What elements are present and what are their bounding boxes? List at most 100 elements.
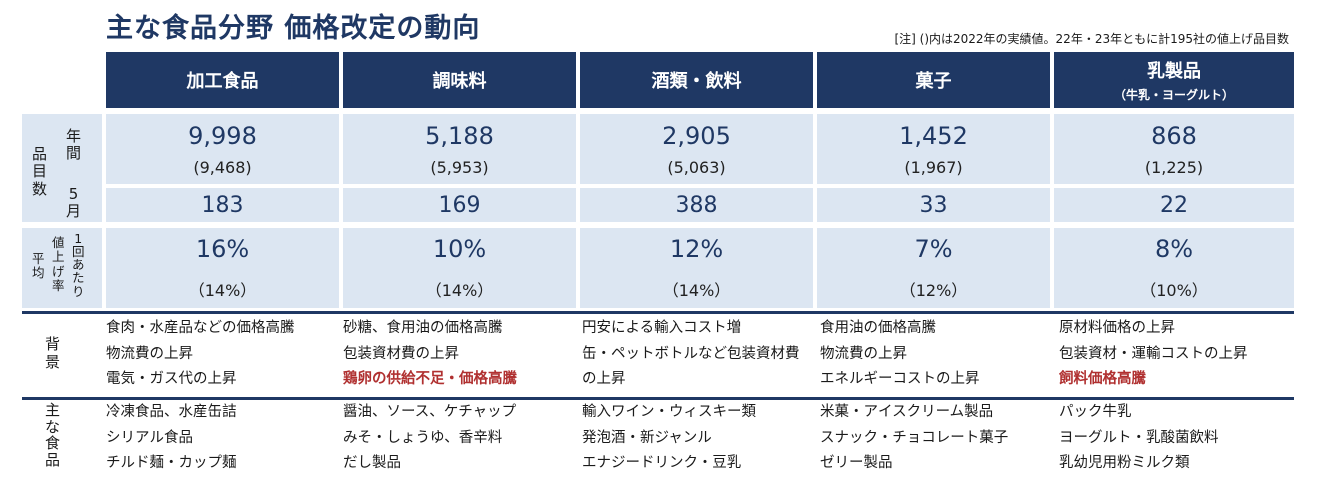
background-item-highlight: 鶏卵の供給不足・価格高騰 — [343, 371, 517, 387]
background-item: エネルギーコストの上昇 — [820, 371, 980, 387]
annual-cell: 5,188 (5,953) — [343, 114, 576, 184]
may-count: 22 — [1160, 192, 1188, 218]
annual-count-prev: (5,953) — [430, 157, 489, 177]
avg-rate: 12% — [669, 235, 724, 263]
rate-cell: 10% （14%） — [343, 228, 576, 308]
background-item: 原材料価格の上昇 — [1059, 320, 1175, 336]
foods-list: 輸入ワイン・ウィスキー類 発泡酒・新ジャンル エナジードリンク・豆乳 — [582, 400, 756, 477]
footnote: [注] ()内は2022年の実績値。22年・23年ともに計195社の値上げ品目数 — [894, 32, 1289, 46]
background-item: 電気・ガス代の上昇 — [106, 371, 237, 387]
avg-rate-prev: （14%） — [425, 281, 494, 300]
row-label-avg-rate: 平 均 値 上 げ 率 1 回 あ た り — [22, 228, 102, 308]
annual-count: 2,905 — [662, 121, 731, 150]
background-list: 円安による輸入コスト増 缶・ペットボトルなど包装資材費 の上昇 — [582, 316, 800, 393]
label-background: 背 景 — [45, 335, 61, 371]
annual-cell: 868 (1,225) — [1054, 114, 1294, 184]
avg-rate-prev: （14%） — [188, 281, 257, 300]
food-item: 醤油、ソース、ケチャップ — [343, 404, 517, 420]
food-item: みそ・しょうゆ、香辛料 — [343, 429, 503, 446]
may-cell: 22 — [1054, 188, 1294, 222]
may-cell: 388 — [580, 188, 813, 222]
foods-list: 醤油、ソース、ケチャップ みそ・しょうゆ、香辛料 だし製品 — [343, 400, 516, 477]
foods-list: 冷凍食品、水産缶詰 シリアル食品 チルド麺・カップ麺 — [106, 400, 237, 477]
rate-cell: 16% （14%） — [106, 228, 339, 308]
header-label: 乳製品 — [1147, 61, 1201, 82]
food-item: エナジードリンク・豆乳 — [582, 455, 742, 471]
header-label: 調味料 — [432, 71, 487, 92]
row-label-item-count: 品 目 数 年 間 5 月 — [22, 114, 102, 222]
background-list: 原材料価格の上昇 包装資材・運輸コストの上昇 飼料価格高騰 — [1059, 316, 1248, 393]
may-count: 388 — [675, 192, 718, 218]
may-cell: 169 — [343, 188, 576, 222]
annual-cell: 9,998 (9,468) — [106, 114, 339, 184]
label-annual: 年 間 — [66, 127, 82, 163]
background-item: 食用油の価格高騰 — [820, 320, 936, 336]
annual-count-prev: (9,468) — [193, 157, 252, 177]
background-list: 食用油の価格高騰 物流費の上昇 エネルギーコストの上昇 — [820, 316, 980, 393]
food-item: 米菓・アイスクリーム製品 — [820, 404, 994, 420]
background-item-highlight: 飼料価格高騰 — [1059, 371, 1146, 387]
food-item: シリアル食品 — [106, 429, 193, 446]
avg-rate: 8% — [1154, 235, 1194, 263]
food-item: 冷凍食品、水産缶詰 — [106, 404, 237, 420]
page-title: 主な食品分野 価格改定の動向 — [106, 13, 481, 44]
food-item: ヨーグルト・乳酸菌飲料 — [1059, 429, 1219, 446]
label-item-count: 品 目 数 — [32, 145, 48, 198]
label-main-foods: 主 な 食 品 — [45, 401, 61, 469]
annual-count: 9,998 — [188, 121, 257, 150]
header-label: 加工食品 — [186, 71, 259, 92]
header-label: 酒類・飲料 — [651, 71, 742, 92]
avg-rate-prev: （10%） — [1140, 281, 1208, 300]
may-count: 33 — [919, 192, 948, 218]
avg-rate: 10% — [432, 235, 487, 263]
food-item: 乳幼児用粉ミルク類 — [1059, 455, 1190, 471]
may-count: 169 — [438, 192, 481, 218]
food-item: パック牛乳 — [1059, 404, 1132, 420]
annual-count-prev: (1,225) — [1144, 157, 1204, 177]
background-item: 円安による輸入コスト増 — [582, 320, 742, 336]
may-count: 183 — [201, 192, 244, 218]
background-list: 食肉・水産品などの価格高騰 物流費の上昇 電気・ガス代の上昇 — [106, 316, 295, 393]
label-per-revision: 1 回 あ た り — [72, 231, 85, 299]
rate-cell: 8% （10%） — [1054, 228, 1294, 308]
avg-rate: 16% — [195, 235, 250, 263]
avg-rate: 7% — [914, 235, 953, 263]
header-dairy: 乳製品 （牛乳・ヨーグルト） — [1054, 52, 1294, 108]
rate-cell: 7% （12%） — [817, 228, 1050, 308]
foods-list: 米菓・アイスクリーム製品 スナック・チョコレート菓子 ゼリー製品 — [820, 400, 1008, 477]
annual-cell: 2,905 (5,063) — [580, 114, 813, 184]
annual-count-prev: (5,063) — [667, 157, 726, 177]
annual-count: 868 — [1151, 121, 1197, 150]
may-cell: 183 — [106, 188, 339, 222]
label-price-increase-rate: 値 上 げ 率 — [52, 235, 65, 294]
avg-rate-prev: （12%） — [899, 281, 968, 300]
divider — [22, 397, 1294, 400]
header-confectionery: 菓子 — [817, 52, 1050, 108]
header-seasoning: 調味料 — [343, 52, 576, 108]
annual-count: 1,452 — [899, 121, 968, 150]
may-cell: 33 — [817, 188, 1050, 222]
background-item: 包装資材・運輸コストの上昇 — [1059, 345, 1248, 362]
header-beverages: 酒類・飲料 — [580, 52, 813, 108]
food-item: だし製品 — [343, 455, 401, 471]
label-may: 5 月 — [66, 185, 82, 221]
food-item: ゼリー製品 — [820, 455, 893, 471]
food-item: チルド麺・カップ麺 — [106, 455, 237, 471]
background-item: 食肉・水産品などの価格高騰 — [106, 320, 295, 336]
divider — [22, 311, 1294, 314]
background-item: 包装資材費の上昇 — [343, 345, 459, 362]
food-item: スナック・チョコレート菓子 — [820, 429, 1009, 446]
annual-count: 5,188 — [425, 121, 494, 150]
background-list: 砂糖、食用油の価格高騰 包装資材費の上昇 鶏卵の供給不足・価格高騰 — [343, 316, 517, 393]
food-item: 発泡酒・新ジャンル — [582, 429, 712, 446]
background-item: 物流費の上昇 — [106, 345, 193, 362]
background-item: 砂糖、食用油の価格高騰 — [343, 320, 503, 336]
header-processed-food: 加工食品 — [106, 52, 339, 108]
food-item: 輸入ワイン・ウィスキー類 — [582, 404, 756, 420]
annual-count-prev: (1,967) — [904, 157, 963, 177]
header-label: 菓子 — [915, 71, 952, 92]
label-avg: 平 均 — [32, 251, 45, 281]
avg-rate-prev: （14%） — [662, 281, 731, 300]
background-item: 物流費の上昇 — [820, 345, 907, 362]
header-sublabel: （牛乳・ヨーグルト） — [1113, 88, 1234, 102]
